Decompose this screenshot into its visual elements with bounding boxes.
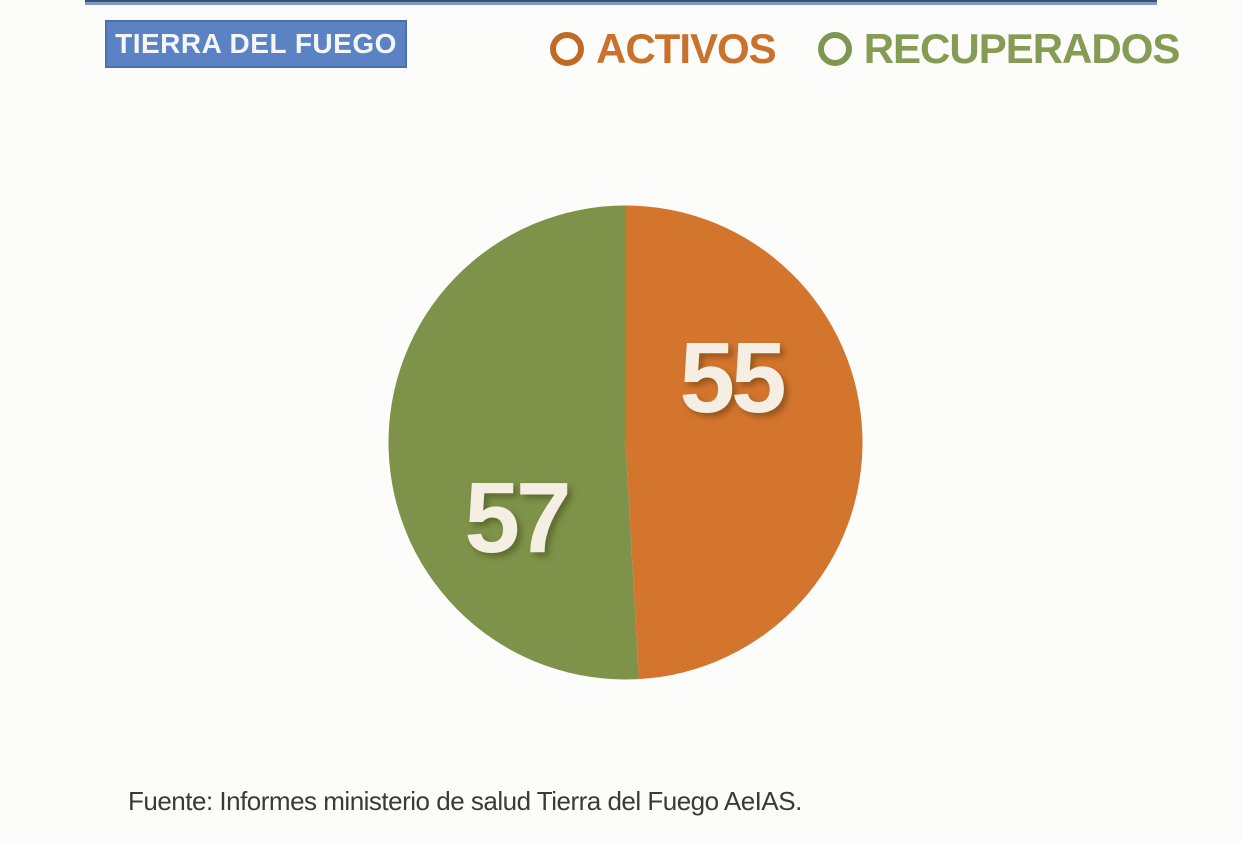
- legend-circle-icon-recuperados: [817, 32, 852, 66]
- pie-value-activos: 55: [679, 322, 786, 434]
- pie-value-recuperados: 57: [464, 462, 571, 574]
- pie-chart: [388, 205, 863, 680]
- legend-item-activos: ACTIVOS: [550, 25, 777, 72]
- region-label-text: TIERRA DEL FUEGO: [115, 28, 397, 59]
- legend-item-recuperados: RECUPERADOS: [817, 25, 1181, 72]
- pie-slice-activos: [625, 205, 863, 680]
- legend: ACTIVOS RECUPERADOS: [550, 25, 1181, 72]
- pie-chart-svg: [388, 205, 863, 680]
- source-note: Fuente: Informes ministerio de salud Tie…: [128, 786, 802, 816]
- legend-label-recuperados: RECUPERADOS: [863, 25, 1181, 72]
- legend-circle-icon-activos: [550, 32, 584, 66]
- pie-slice-recuperados: [388, 205, 639, 680]
- top-border-rule: [85, 0, 1157, 5]
- region-label: TIERRA DEL FUEGO: [105, 20, 407, 68]
- legend-label-activos: ACTIVOS: [596, 25, 777, 72]
